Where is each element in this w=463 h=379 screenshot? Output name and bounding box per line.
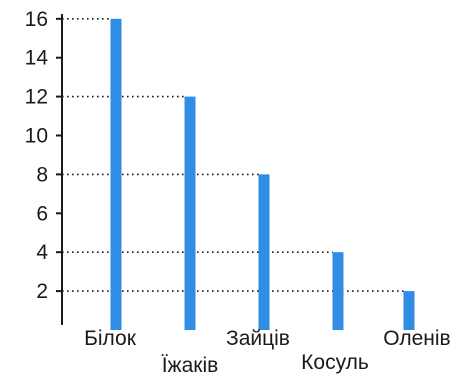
x-category-label: Косуль [301, 351, 369, 374]
bar [184, 96, 196, 330]
bar [258, 174, 270, 330]
y-tick-label: 16 [25, 8, 48, 31]
y-tick-label: 4 [36, 241, 48, 264]
x-category-label: Оленів [383, 327, 450, 350]
y-tick-label: 14 [25, 47, 49, 70]
x-category-label: Їжаків [162, 354, 219, 377]
x-labels: Білок Їжаків Зайців Косуль Оленів [84, 327, 451, 377]
y-tick-label: 10 [25, 125, 48, 148]
y-tick-label: 12 [25, 86, 48, 109]
bar [110, 18, 122, 331]
y-tick-label: 8 [36, 163, 48, 186]
y-tick-label: 2 [36, 280, 48, 303]
x-category-label: Зайців [226, 327, 290, 350]
guide-lines [62, 17, 404, 292]
bars [110, 18, 415, 331]
y-tick-label: 6 [36, 202, 48, 225]
bar [403, 291, 415, 330]
y-ticks: 2 4 6 8 10 12 14 16 [25, 8, 62, 303]
bar [332, 252, 344, 330]
x-category-label: Білок [84, 327, 137, 350]
